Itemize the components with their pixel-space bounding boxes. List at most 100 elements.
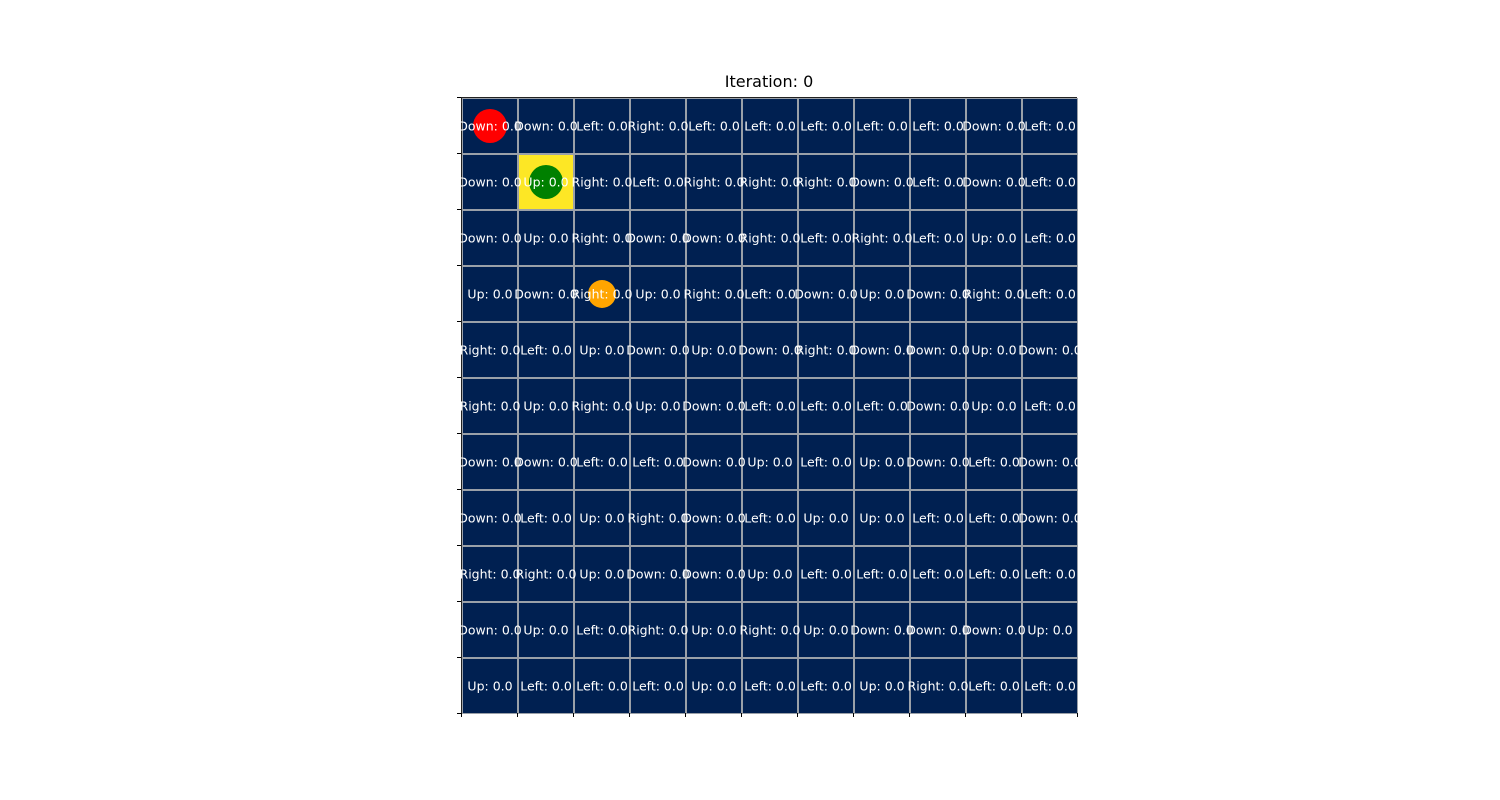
cell-action-label: Down: 0.0 [850, 622, 914, 638]
grid-cell: Up: 0.0 [854, 490, 910, 546]
cell-action-label: Down: 0.0 [682, 510, 746, 526]
cell-action-label: Left: 0.0 [1024, 678, 1076, 694]
cell-action-label: Up: 0.0 [579, 566, 625, 582]
grid-cell: Right: 0.0 [572, 378, 632, 434]
cell-action-label: Left: 0.0 [632, 454, 684, 470]
cell-action-label: Down: 0.0 [458, 622, 522, 638]
grid-cell: Right: 0.0 [683, 154, 745, 210]
grid-cell: Left: 0.0 [798, 434, 854, 490]
cell-action-label: Left: 0.0 [800, 398, 852, 414]
cell-action-label: Up: 0.0 [803, 622, 849, 638]
grid-cell: Left: 0.0 [518, 658, 574, 714]
cell-action-label: Down: 0.0 [1018, 510, 1082, 526]
grid-cell: Up: 0.0 [966, 210, 1022, 266]
cell-action-label: Right: 0.0 [851, 230, 913, 246]
cell-action-label: Up: 0.0 [971, 342, 1017, 358]
y-axis-tick [457, 153, 461, 154]
cell-action-label: Left: 0.0 [744, 398, 796, 414]
grid-cell: Left: 0.0 [630, 434, 686, 490]
cell-action-label: Left: 0.0 [968, 454, 1020, 470]
cell-action-label: Right: 0.0 [683, 286, 745, 302]
grid-cell: Left: 0.0 [910, 210, 966, 266]
grid-cell: Right: 0.0 [851, 210, 913, 266]
grid-cell: Right: 0.0 [572, 154, 632, 210]
grid-cell: Down: 0.0 [458, 154, 522, 210]
grid-cell: Right: 0.0 [683, 266, 745, 322]
cell-action-label: Left: 0.0 [856, 398, 908, 414]
cell-action-label: Left: 0.0 [1024, 174, 1076, 190]
cell-action-label: Left: 0.0 [576, 622, 628, 638]
cell-action-label: Up: 0.0 [691, 342, 737, 358]
cell-action-label: Up: 0.0 [579, 510, 625, 526]
cell-action-label: Right: 0.0 [963, 286, 1025, 302]
grid-cell: Down: 0.0 [626, 210, 690, 266]
grid-cell: Left: 0.0 [1022, 378, 1078, 434]
grid-cell: Left: 0.0 [966, 434, 1022, 490]
cell-action-label: Left: 0.0 [912, 230, 964, 246]
cell-action-label: Down: 0.0 [906, 398, 970, 414]
cell-action-label: Left: 0.0 [968, 678, 1020, 694]
gridworld-board: Down: 0.0 Down: 0.0 Left: 0.0 Right: 0.0 Lef… [458, 97, 1082, 714]
grid-cell: Left: 0.0 [966, 658, 1022, 714]
grid-cell: Down: 0.0 [458, 490, 522, 546]
grid-cell: Right: 0.0 [571, 210, 633, 266]
cell-action-label: Right: 0.0 [683, 174, 745, 190]
cell-action-label: Down: 0.0 [850, 342, 914, 358]
grid-cell: Down: 0.0 [738, 322, 802, 378]
cell-action-label: Left: 0.0 [912, 566, 964, 582]
cell-action-label: Down: 0.0 [962, 118, 1026, 134]
grid-cell: Up: 0.0 [574, 322, 630, 378]
cell-action-label: Right: 0.0 [739, 174, 801, 190]
grid-cell: Down: 0.0 [682, 210, 746, 266]
cell-action-label: Right: 0.0 [515, 566, 577, 582]
cell-action-label: Left: 0.0 [1024, 286, 1076, 302]
cell-action-label: Up: 0.0 [747, 566, 793, 582]
cell-action-label: Up: 0.0 [467, 286, 513, 302]
cell-action-label: Right: 0.0 [739, 230, 801, 246]
grid-cell: Up: 0.0 [686, 322, 742, 378]
cell-action-label: Left: 0.0 [1024, 230, 1076, 246]
y-axis-tick [457, 601, 461, 602]
grid-cell: Up: 0.0 [686, 602, 742, 658]
cell-action-label: Down: 0.0 [458, 510, 522, 526]
cell-action-label: Down: 0.0 [906, 622, 970, 638]
grid-cell: Left: 0.0 [798, 658, 854, 714]
cell-action-label: Up: 0.0 [635, 398, 681, 414]
grid-cell: Down: 0.0 [962, 602, 1026, 658]
grid-cell: Down: 0.0 [514, 98, 578, 154]
cell-action-label: Down: 0.0 [514, 286, 578, 302]
cell-action-label: Left: 0.0 [1024, 398, 1076, 414]
grid-cell: Up: 0.0 [854, 266, 910, 322]
grid-cell: Up: 0.0 [630, 266, 686, 322]
grid-cell: Down: 0.0 [626, 546, 690, 602]
cell-action-label: Up: 0.0 [523, 398, 569, 414]
cell-action-label: Left: 0.0 [744, 678, 796, 694]
grid-cell: Down: 0.0 [1018, 434, 1082, 490]
cell-action-label: Left: 0.0 [800, 678, 852, 694]
grid-cell: Up: 0.0 [462, 658, 518, 714]
cell-action-label: Right: 0.0 [459, 398, 521, 414]
grid-cell: Right: 0.0 [460, 322, 520, 378]
grid-cell: Left: 0.0 [630, 154, 686, 210]
x-axis-tick [1021, 713, 1022, 717]
grid-cell: Up: 0.0 [518, 210, 574, 266]
y-axis-tick [457, 321, 461, 322]
grid-cell: Up: 0.0 [1022, 602, 1078, 658]
cell-action-label: Down: 0.0 [514, 454, 578, 470]
grid-cell: Left: 0.0 [910, 546, 966, 602]
cell-action-label: Right: 0.0 [571, 230, 633, 246]
cell-action-label: Down: 0.0 [626, 342, 690, 358]
grid-cell: Left: 0.0 [910, 154, 966, 210]
cell-action-label: Down: 0.0 [682, 230, 746, 246]
grid-cell: Down: 0.0 [850, 154, 914, 210]
grid-cell: Down: 0.0 [906, 322, 970, 378]
cell-action-label: Down: 0.0 [458, 174, 522, 190]
grid-cell: Left: 0.0 [630, 658, 686, 714]
grid-cell: Right: 0.0 [572, 266, 632, 322]
grid-cell: Left: 0.0 [798, 546, 854, 602]
grid-cell: Up: 0.0 [966, 322, 1022, 378]
y-axis-tick [457, 489, 461, 490]
grid-cell: Right: 0.0 [740, 602, 800, 658]
cell-action-label: Up: 0.0 [859, 286, 905, 302]
grid-cell: Up: 0.0 [574, 546, 630, 602]
